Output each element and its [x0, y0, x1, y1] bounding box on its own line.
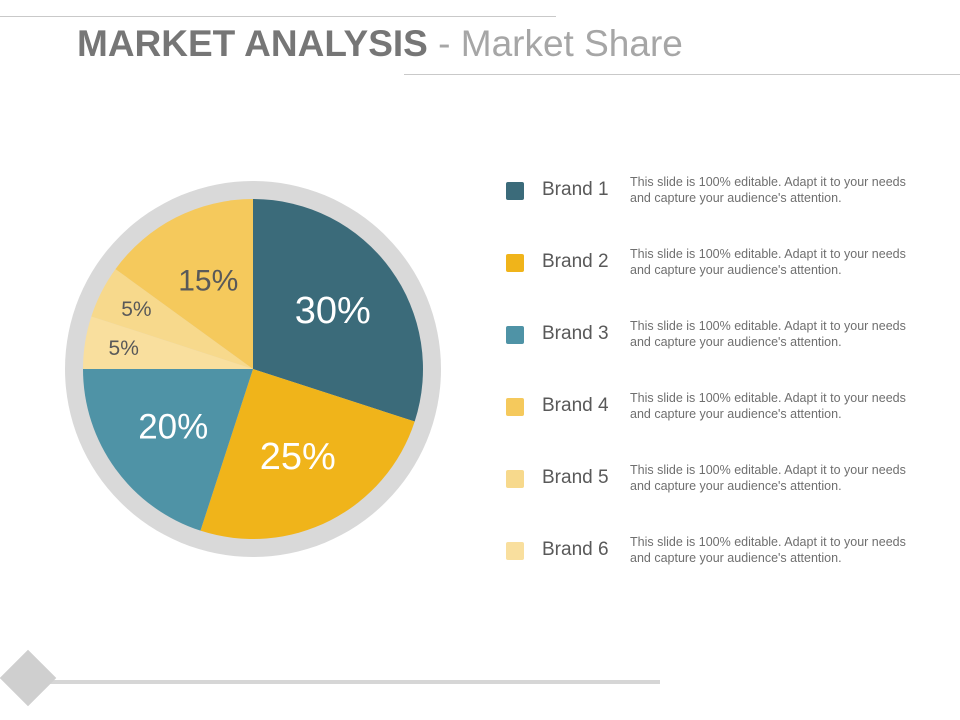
pie-label-brand-1: 30% — [295, 290, 371, 332]
legend-description-brand-2: This slide is 100% editable. Adapt it to… — [630, 247, 906, 277]
legend-label-brand-2: Brand 2 — [542, 251, 609, 272]
bottom-rule — [44, 680, 660, 684]
legend-description-brand-5: This slide is 100% editable. Adapt it to… — [630, 463, 906, 493]
market-share-pie-chart: 30% 25% 20% 5% 5% 15% — [65, 181, 441, 557]
legend-label-brand-1: Brand 1 — [542, 179, 609, 200]
top-rule-right — [404, 74, 960, 75]
pie-slice-brand-4 — [115, 199, 253, 369]
pie-slice-brand-6 — [83, 316, 253, 369]
title-separator: - — [427, 23, 461, 64]
pie-slice-brand-1 — [253, 199, 423, 422]
diamond-ornament — [0, 649, 57, 707]
pie-slice-brand-3 — [83, 369, 253, 531]
pie-label-brand-4: 15% — [178, 265, 238, 298]
slide-title: MARKET ANALYSIS - Market Share — [77, 22, 683, 66]
legend-item-brand-5: Brand 5 This slide is 100% editable. Ada… — [506, 460, 926, 532]
pie-label-brand-2: 25% — [260, 436, 336, 478]
legend-description-brand-3: This slide is 100% editable. Adapt it to… — [630, 319, 906, 349]
legend-item-brand-6: Brand 6 This slide is 100% editable. Ada… — [506, 532, 926, 604]
title-main: MARKET ANALYSIS — [77, 23, 428, 64]
legend-item-brand-1: Brand 1 This slide is 100% editable. Ada… — [506, 172, 926, 244]
legend-label-brand-6: Brand 6 — [542, 539, 609, 560]
legend-swatch-brand-6 — [506, 542, 524, 560]
pie-slices — [83, 199, 423, 539]
top-rule-left — [0, 16, 556, 17]
legend-swatch-brand-3 — [506, 326, 524, 344]
title-subtitle: Market Share — [460, 23, 683, 64]
legend-item-brand-3: Brand 3 This slide is 100% editable. Ada… — [506, 316, 926, 388]
legend-swatch-brand-4 — [506, 398, 524, 416]
legend-label-brand-4: Brand 4 — [542, 395, 609, 416]
legend-swatch-brand-2 — [506, 254, 524, 272]
legend-description-brand-1: This slide is 100% editable. Adapt it to… — [630, 175, 906, 205]
legend-label-brand-5: Brand 5 — [542, 467, 609, 488]
pie-label-brand-5: 5% — [121, 298, 151, 321]
legend-swatch-brand-5 — [506, 470, 524, 488]
pie-slice-brand-5 — [91, 269, 253, 369]
pie-slice-brand-2 — [200, 369, 415, 539]
legend: Brand 1 This slide is 100% editable. Ada… — [506, 172, 926, 604]
legend-swatch-brand-1 — [506, 182, 524, 200]
legend-description-brand-6: This slide is 100% editable. Adapt it to… — [630, 535, 906, 565]
pie-label-brand-6: 5% — [109, 337, 139, 360]
pie-labels: 30% 25% 20% 5% 5% 15% — [109, 265, 371, 478]
legend-item-brand-4: Brand 4 This slide is 100% editable. Ada… — [506, 388, 926, 460]
pie-label-brand-3: 20% — [138, 407, 208, 446]
legend-item-brand-2: Brand 2 This slide is 100% editable. Ada… — [506, 244, 926, 316]
legend-description-brand-4: This slide is 100% editable. Adapt it to… — [630, 391, 906, 421]
legend-label-brand-3: Brand 3 — [542, 323, 609, 344]
